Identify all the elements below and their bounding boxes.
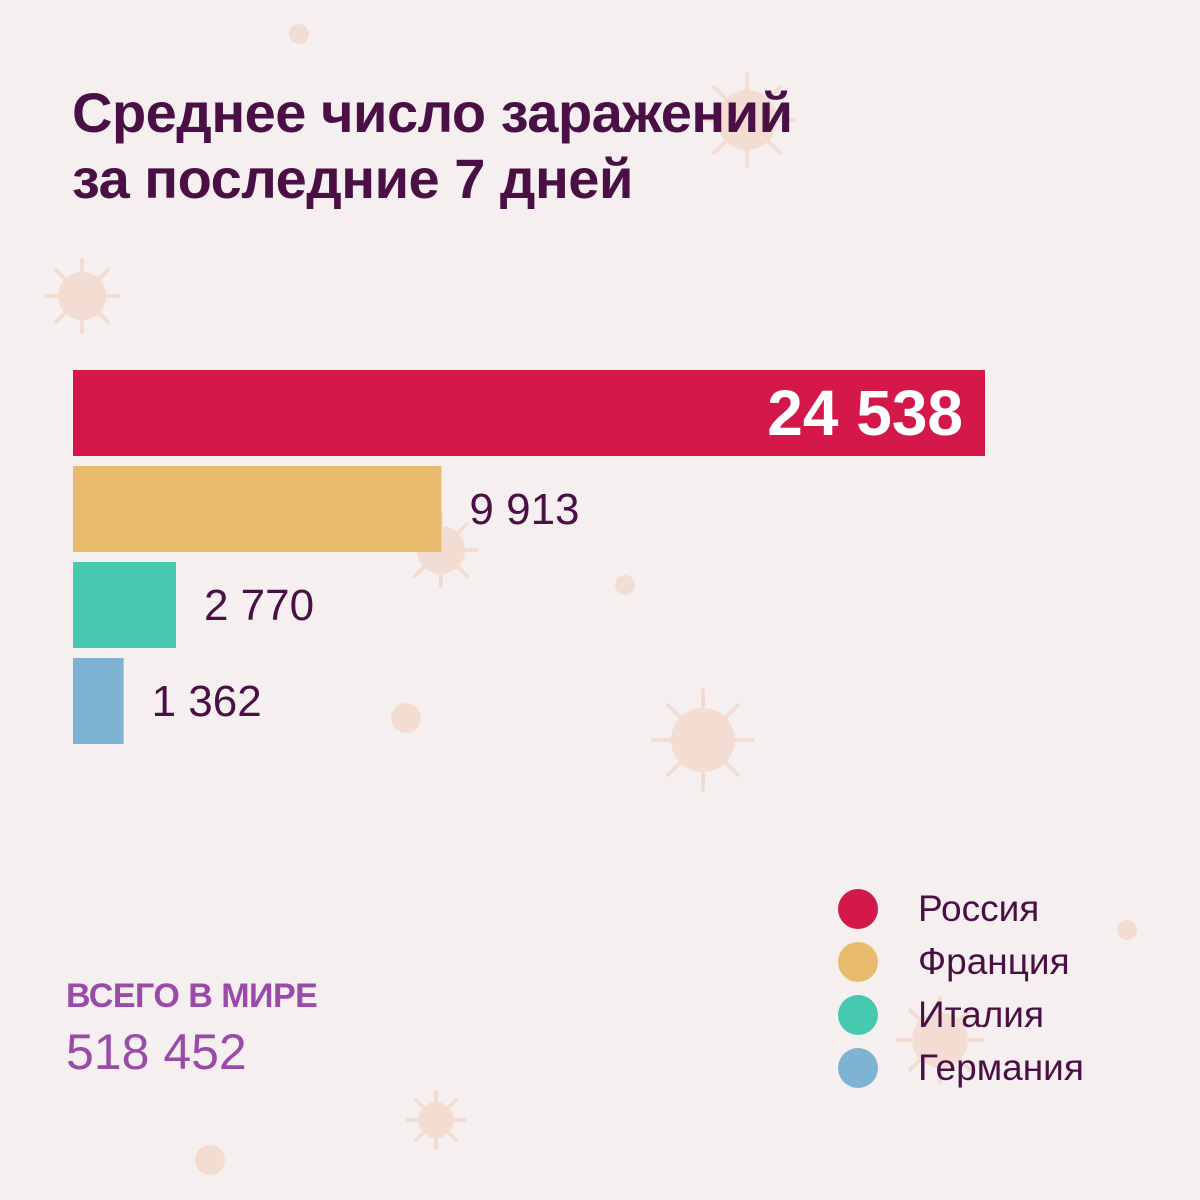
legend-swatch-germany bbox=[838, 1047, 878, 1088]
bar-russia bbox=[73, 370, 985, 456]
legend-swatch-italy bbox=[838, 994, 878, 1035]
legend-label-germany: Германия bbox=[918, 1046, 1084, 1088]
virus-icon bbox=[406, 1090, 466, 1150]
virus-icon bbox=[44, 258, 120, 334]
legend-swatch-france bbox=[838, 941, 878, 982]
bar-france bbox=[73, 466, 442, 552]
decor-dot bbox=[391, 703, 421, 733]
world-total-value: 518 452 bbox=[66, 1024, 247, 1080]
legend-item-germany: Германия bbox=[838, 1041, 1084, 1094]
legend-label-italy: Италия bbox=[918, 993, 1044, 1035]
title-line-1: Среднее число заражений bbox=[72, 81, 793, 144]
virus-icon bbox=[651, 688, 755, 792]
title-line-2: за последние 7 дней bbox=[72, 147, 633, 210]
bar-germany bbox=[73, 658, 124, 744]
legend-label-france: Франция bbox=[918, 940, 1070, 982]
legend-item-russia: Россия bbox=[838, 882, 1084, 935]
decor-dot bbox=[615, 575, 635, 595]
virus-icon bbox=[896, 996, 984, 1084]
chart-title: Среднее число заражений за последние 7 д… bbox=[72, 80, 793, 212]
decor-dot bbox=[195, 1145, 225, 1175]
world-total: ВСЕГО В МИРЕ 518 452 bbox=[66, 976, 318, 1080]
legend-item-italy: Италия bbox=[838, 988, 1084, 1041]
decor-dot bbox=[289, 24, 309, 44]
value-label-italy: 2 770 bbox=[204, 581, 314, 630]
value-label-germany: 1 362 bbox=[152, 677, 262, 726]
value-label-france: 9 913 bbox=[469, 485, 579, 534]
bar-italy bbox=[73, 562, 176, 648]
decor-dot bbox=[1117, 920, 1137, 940]
value-label-russia: 24 538 bbox=[767, 377, 963, 449]
legend-item-france: Франция bbox=[838, 935, 1084, 988]
legend-label-russia: Россия bbox=[918, 887, 1040, 929]
world-total-label: ВСЕГО В МИРЕ bbox=[66, 977, 318, 1015]
virus-icon bbox=[699, 72, 795, 168]
legend-swatch-russia bbox=[838, 888, 878, 929]
legend: Россия Франция Италия Германия bbox=[838, 882, 1084, 1094]
